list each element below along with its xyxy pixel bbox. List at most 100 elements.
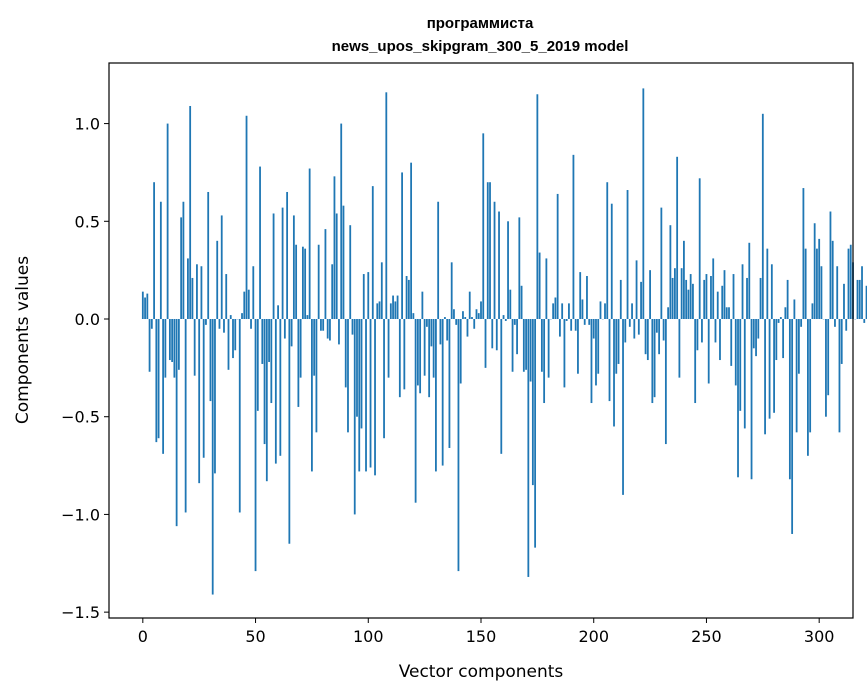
bar: [710, 276, 712, 319]
bar: [423, 319, 426, 376]
bar: [173, 319, 176, 378]
bar: [653, 319, 656, 398]
bar: [324, 229, 327, 319]
bar: [583, 319, 586, 325]
y-axis-ticks: −1.5 −1.0 −0.5 0.0 0.5 1.0: [61, 115, 109, 622]
bar: [692, 283, 694, 320]
bar: [220, 215, 223, 319]
bar: [241, 313, 243, 319]
bar: [401, 172, 403, 320]
bar: [376, 303, 379, 319]
bar: [624, 319, 627, 343]
bar: [825, 319, 827, 417]
bar: [534, 319, 537, 548]
bar: [845, 319, 848, 331]
bar: [184, 319, 187, 513]
bar: [779, 317, 782, 319]
bar: [662, 319, 665, 341]
bar: [193, 319, 196, 376]
bar: [568, 303, 570, 319]
bar: [642, 88, 645, 320]
bar: [453, 309, 455, 319]
bar: [863, 319, 866, 323]
bar: [162, 319, 165, 454]
bar: [759, 277, 762, 319]
bar: [358, 319, 361, 472]
bar: [175, 319, 178, 527]
bar: [146, 293, 149, 319]
bar: [254, 319, 257, 572]
bar: [628, 319, 631, 327]
bar: [791, 319, 794, 534]
bar: [430, 319, 433, 347]
bar: [227, 319, 230, 370]
bar: [416, 319, 419, 386]
bar: [766, 248, 769, 319]
bar: [577, 319, 579, 374]
bar: [559, 319, 561, 337]
bar: [322, 319, 325, 331]
bar: [338, 319, 340, 345]
bar: [209, 319, 212, 402]
bar: [761, 113, 764, 319]
bar: [655, 319, 658, 333]
bar: [513, 319, 516, 325]
bar: [168, 319, 171, 361]
bar: [834, 319, 836, 327]
x-tick-label: 200: [578, 627, 609, 646]
bar: [378, 301, 381, 320]
bar: [502, 315, 505, 320]
bar: [462, 311, 464, 320]
bar: [371, 186, 374, 320]
bar: [441, 319, 444, 466]
bar: [590, 319, 593, 404]
bar: [516, 319, 518, 355]
bar: [238, 319, 241, 513]
chart-title-line2: news_upos_skipgram_300_5_2019 model: [332, 38, 629, 55]
bar: [701, 319, 703, 343]
bar: [180, 217, 183, 319]
bar: [444, 317, 446, 319]
bar: [838, 319, 841, 433]
bar: [360, 319, 363, 429]
bar: [725, 307, 728, 320]
bar: [489, 182, 491, 320]
bar: [522, 319, 525, 372]
bar: [387, 319, 390, 378]
bar: [425, 319, 428, 327]
bar: [148, 319, 151, 372]
y-tick-label: −1.5: [61, 603, 100, 622]
bar: [858, 279, 861, 319]
bar: [849, 244, 852, 319]
bar: [836, 266, 839, 319]
bar: [572, 154, 575, 319]
bar: [529, 319, 532, 382]
bar: [565, 319, 568, 321]
bar: [737, 319, 739, 478]
bar: [570, 319, 573, 331]
bar: [613, 319, 615, 427]
bar: [351, 319, 354, 335]
bar: [367, 272, 370, 319]
bar: [685, 279, 688, 319]
bar: [392, 295, 394, 319]
bar: [667, 307, 670, 320]
bar: [843, 283, 845, 320]
bar: [200, 266, 203, 319]
bar: [166, 123, 169, 319]
bar: [410, 162, 413, 320]
bar: [770, 264, 773, 320]
bar: [144, 297, 146, 320]
bar: [486, 182, 489, 320]
bar: [223, 319, 225, 333]
bar: [579, 272, 582, 319]
bar: [320, 319, 322, 331]
bar: [608, 319, 611, 402]
bar: [157, 319, 160, 439]
bar: [218, 319, 221, 329]
bar: [595, 319, 597, 386]
bar: [649, 270, 651, 320]
bar: [340, 123, 343, 319]
bar: [757, 319, 760, 339]
